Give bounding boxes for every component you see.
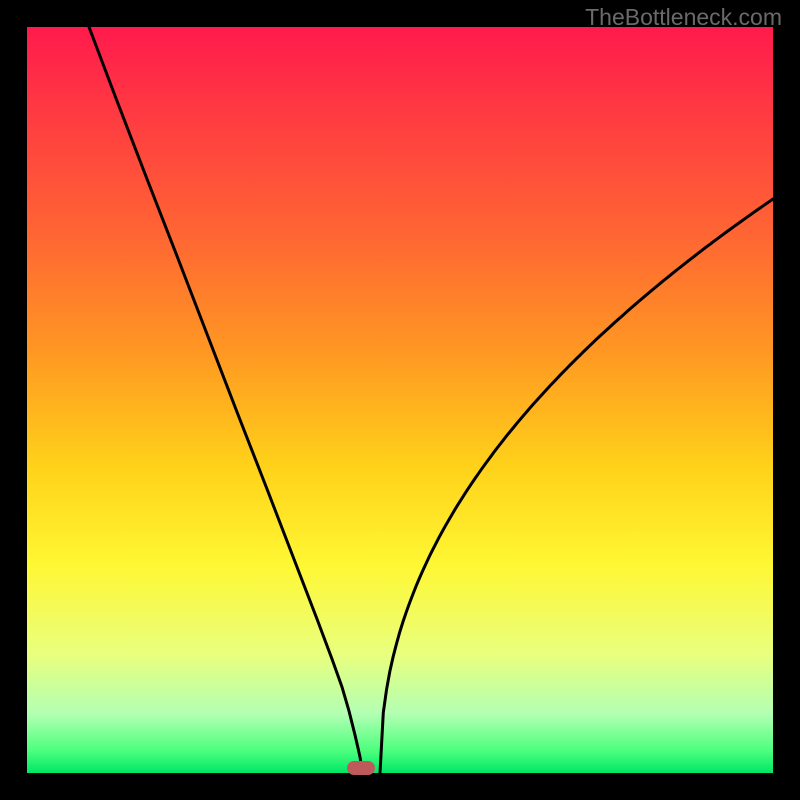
watermark-text: TheBottleneck.com — [585, 4, 782, 31]
chart-plot-area — [27, 27, 773, 773]
optimal-marker — [347, 761, 375, 775]
bottleneck-curve — [27, 27, 773, 773]
